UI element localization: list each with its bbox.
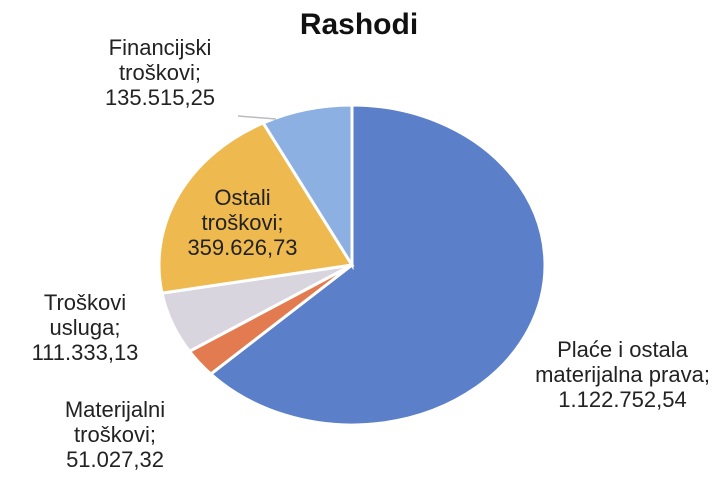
category-name: Troškovi usluga — [43, 290, 127, 340]
label-separator: ; — [194, 60, 201, 85]
slice-label: Financijski troškovi; 135.515,25 — [80, 35, 240, 110]
value-label: 135.515,25 — [104, 85, 216, 110]
category-name: Plaće i ostala materijalna prava — [535, 337, 704, 387]
slice-label: Troškovi usluga; 111.333,13 — [10, 290, 160, 365]
label-separator: ; — [149, 422, 156, 447]
category-name: Materijalni troškovi — [64, 397, 166, 447]
pie-slice — [157, 121, 355, 295]
category-name: Ostali troškovi — [201, 185, 278, 235]
pie-slice — [260, 103, 354, 271]
label-separator: ; — [703, 362, 710, 387]
pie-slice — [208, 103, 547, 427]
label-separator: ; — [277, 210, 284, 235]
slice-label: Ostali troškovi; 359.626,73 — [175, 185, 310, 260]
category-name: Financijski troškovi — [108, 35, 212, 85]
value-label: 359.626,73 — [187, 235, 298, 260]
chart-title: Rashodi — [299, 8, 419, 41]
slice-label: Plaće i ostala materijalna prava; 1.122.7… — [530, 337, 715, 412]
label-separator: ; — [114, 315, 121, 340]
leader-line — [237, 115, 277, 120]
value-label: 1.122.752,54 — [558, 387, 687, 412]
slice-label: Materijalni troškovi; 51.027,32 — [40, 397, 190, 472]
value-label: 51.027,32 — [66, 447, 164, 472]
value-label: 111.333,13 — [31, 340, 139, 365]
